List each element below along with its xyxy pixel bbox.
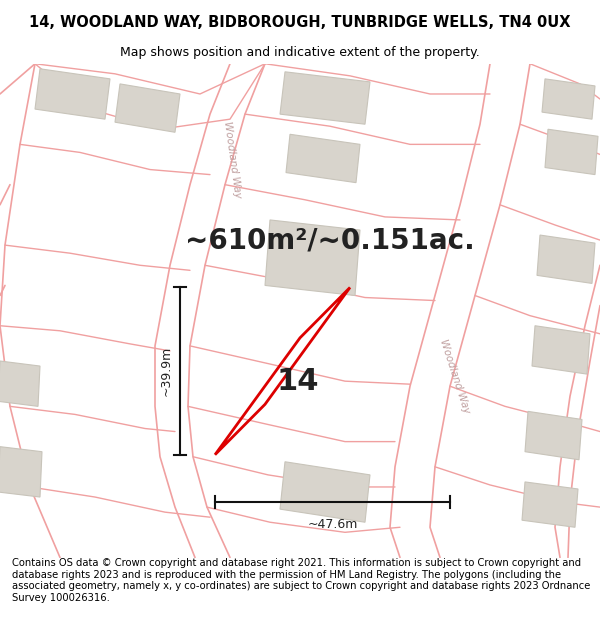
Polygon shape [280,462,370,522]
Polygon shape [537,235,595,283]
Polygon shape [0,447,42,497]
Text: ~610m²/~0.151ac.: ~610m²/~0.151ac. [185,226,475,254]
Polygon shape [522,482,578,528]
Polygon shape [280,72,370,124]
Polygon shape [265,220,360,296]
Text: Map shows position and indicative extent of the property.: Map shows position and indicative extent… [120,46,480,59]
Polygon shape [0,361,40,406]
Text: 14: 14 [276,367,319,396]
Text: Woodland Way: Woodland Way [221,121,242,199]
Polygon shape [35,69,110,119]
Polygon shape [532,326,590,374]
Text: 14, WOODLAND WAY, BIDBOROUGH, TUNBRIDGE WELLS, TN4 0UX: 14, WOODLAND WAY, BIDBOROUGH, TUNBRIDGE … [29,16,571,31]
Text: ~39.9m: ~39.9m [160,346,173,396]
Polygon shape [286,134,360,182]
Polygon shape [525,411,582,460]
Polygon shape [115,84,180,132]
Polygon shape [542,79,595,119]
Text: ~47.6m: ~47.6m [307,518,358,531]
Text: Contains OS data © Crown copyright and database right 2021. This information is : Contains OS data © Crown copyright and d… [12,558,590,603]
Polygon shape [545,129,598,174]
Text: Woodland Way: Woodland Way [438,338,472,414]
